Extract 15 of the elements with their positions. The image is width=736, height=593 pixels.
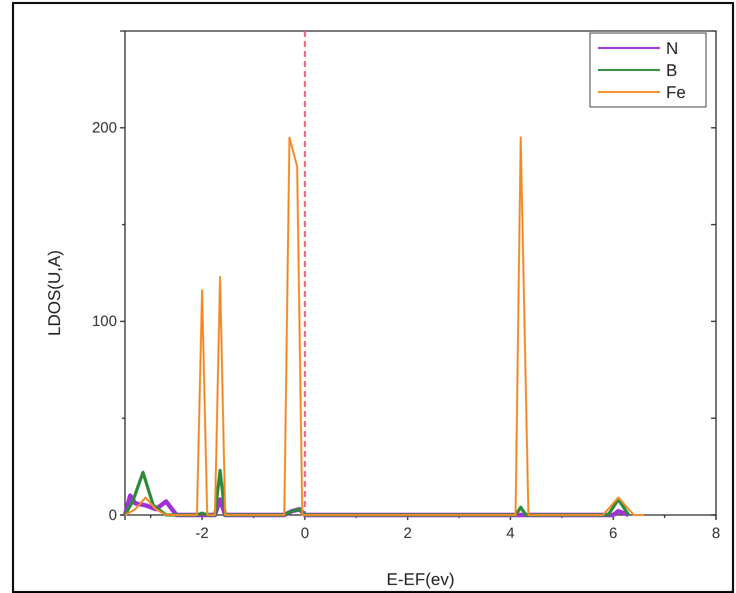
x-tick-label: 0 (300, 525, 310, 542)
x-axis-title: E-EF(ev) (386, 570, 454, 589)
x-tick-label: 8 (712, 525, 720, 542)
y-tick-label: 200 (92, 120, 117, 137)
legend-label: B (666, 61, 678, 80)
y-tick-label: 100 (92, 313, 117, 330)
y-tick-label: 0 (108, 506, 117, 524)
x-tick-label: -2 (195, 525, 209, 542)
line-series (124, 136, 646, 516)
legend-label: Fe (666, 83, 686, 102)
x-tick-label: 4 (506, 525, 515, 542)
x-tick-label: 2 (403, 525, 412, 542)
legend-label: N (666, 39, 678, 58)
y-axis-title: LDOS(U,A) (45, 250, 64, 336)
x-tick-label: 6 (609, 525, 618, 542)
